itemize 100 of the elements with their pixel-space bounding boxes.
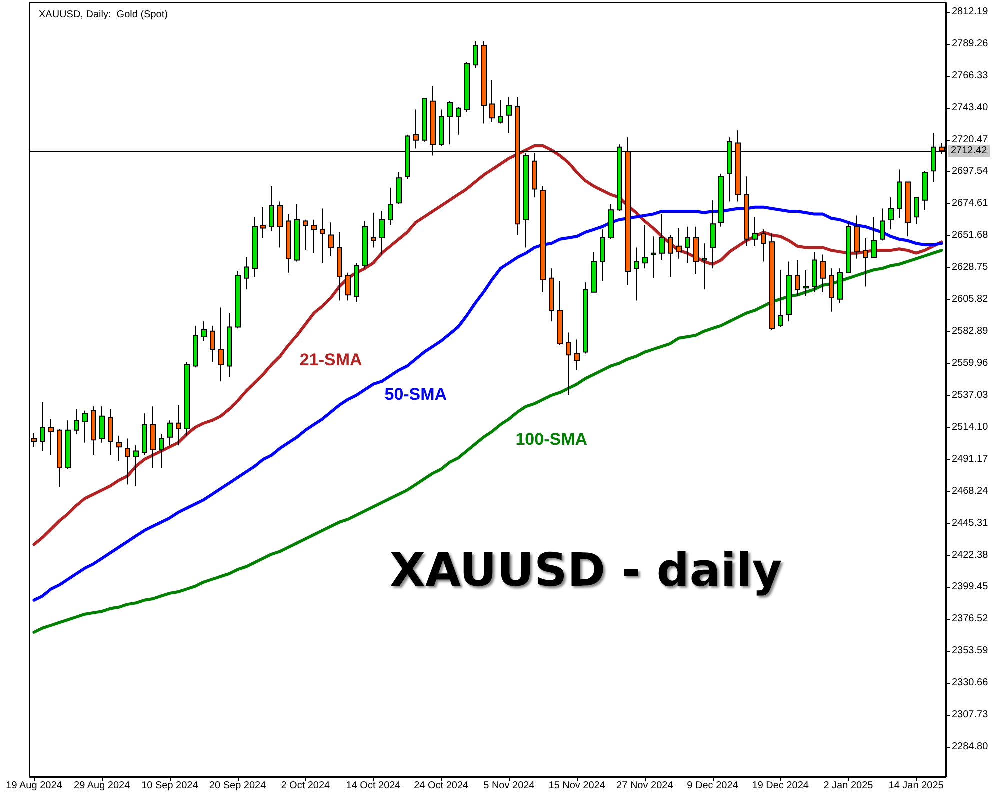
candlestick [210, 325, 215, 363]
candlestick [854, 215, 860, 260]
candlestick [176, 404, 181, 446]
y-tick-label: 2605.82 [952, 294, 989, 306]
series-label: 100-SMA [516, 430, 588, 450]
y-tick-label: 2422.38 [952, 550, 989, 561]
candlestick [600, 229, 605, 282]
candlestick [311, 219, 317, 254]
candlestick [371, 212, 376, 248]
candlestick [922, 170, 928, 211]
candlestick [286, 214, 291, 274]
y-tick-label: 2812.19 [952, 6, 989, 18]
y-tick-label: 2697.54 [952, 166, 989, 178]
candlestick [464, 62, 470, 114]
candlestick [320, 208, 325, 264]
x-tick-label: 24 Oct 2024 [414, 780, 470, 792]
y-tick-label: 2491.17 [952, 454, 989, 465]
candlestick [337, 232, 342, 302]
candlestick [880, 208, 885, 242]
y-tick-label: 2628.75 [952, 262, 989, 274]
candlestick [150, 406, 156, 468]
candlestick [905, 182, 911, 238]
candlestick [116, 435, 122, 462]
line-series [32, 206, 944, 602]
candlestick [803, 270, 809, 298]
candlestick [752, 216, 758, 247]
x-tick-label: 14 Jan 2025 [888, 780, 944, 792]
candlestick [362, 220, 368, 270]
candlestick [769, 233, 775, 330]
candlestick [388, 187, 393, 226]
candlestick [786, 261, 792, 322]
y-tick-label: 2353.59 [952, 646, 989, 657]
x-tick-label: 2 Oct 2024 [281, 780, 331, 792]
series-label: 50-SMA [384, 384, 448, 404]
candlestick [201, 321, 207, 342]
candlestick [99, 406, 105, 444]
candlestick [193, 325, 198, 368]
y-tick-label: 2789.26 [952, 38, 989, 50]
y-tick-label: 2743.40 [952, 102, 989, 114]
candlestick [456, 106, 461, 136]
candlestick [184, 362, 190, 436]
candlestick [591, 251, 597, 293]
candlestick [396, 172, 402, 206]
candlestick [778, 270, 783, 328]
y-tick-label: 2399.45 [952, 582, 989, 593]
y-tick-label: 2559.96 [952, 358, 989, 370]
candlestick [235, 270, 241, 330]
candlestick [277, 201, 283, 248]
candlestick [269, 186, 274, 232]
y-tick-label: 2514.10 [952, 422, 989, 433]
candlestick [795, 260, 800, 298]
line-series [32, 249, 944, 634]
candlestick [159, 434, 164, 468]
candlestick [888, 197, 894, 230]
x-tick-label: 19 Aug 2024 [6, 780, 63, 792]
candlestick [133, 445, 139, 487]
candlestick [40, 402, 45, 452]
candlestick [829, 268, 834, 312]
candlestick [439, 109, 444, 147]
x-tick-label: 14 Oct 2024 [346, 780, 402, 792]
x-tick-label: 2 Jan 2025 [824, 780, 874, 792]
candlestick [820, 254, 826, 293]
candlestick [167, 420, 173, 446]
candlestick [57, 428, 62, 488]
series-label: 21-SMA [300, 350, 362, 370]
candlestick [498, 100, 503, 124]
candlestick [413, 109, 419, 150]
candlestick [506, 96, 512, 134]
candlestick [871, 216, 877, 258]
candlestick [74, 408, 79, 436]
y-tick-label: 2674.61 [952, 198, 989, 210]
y-tick-label: 2307.73 [952, 710, 989, 721]
y-tick-label: 2537.03 [952, 390, 989, 401]
y-tick-label: 2766.33 [952, 70, 989, 82]
candlestick [125, 438, 130, 486]
candlestick [693, 226, 699, 275]
y-tick-label: 2720.47 [952, 134, 989, 146]
candlestick [634, 247, 639, 302]
candlestick [65, 420, 71, 470]
candlestick [108, 408, 113, 456]
candlestick [294, 204, 300, 262]
x-tick-label: 15 Nov 2024 [548, 780, 606, 792]
candlestick [260, 206, 266, 238]
ref-line-label: 2712.42 [951, 146, 988, 156]
candlestick [481, 40, 487, 124]
candlestick [379, 211, 385, 256]
text: XAUUSD - daily [390, 543, 782, 597]
y-tick-label: 2651.68 [952, 230, 989, 242]
candlestick [710, 200, 716, 270]
candlestick [897, 169, 902, 219]
candlestick [651, 236, 656, 279]
x-tick-label: 9 Dec 2024 [687, 780, 739, 792]
candlestick [48, 418, 54, 456]
x-tick-label: 10 Sep 2024 [142, 780, 199, 792]
candlestick [676, 228, 682, 260]
candlestick [557, 280, 563, 346]
candlestick [642, 224, 648, 270]
candlestick [659, 214, 665, 261]
text: XAUUSD, Daily: Gold (Spot) [39, 10, 168, 20]
candlestick [566, 332, 571, 396]
